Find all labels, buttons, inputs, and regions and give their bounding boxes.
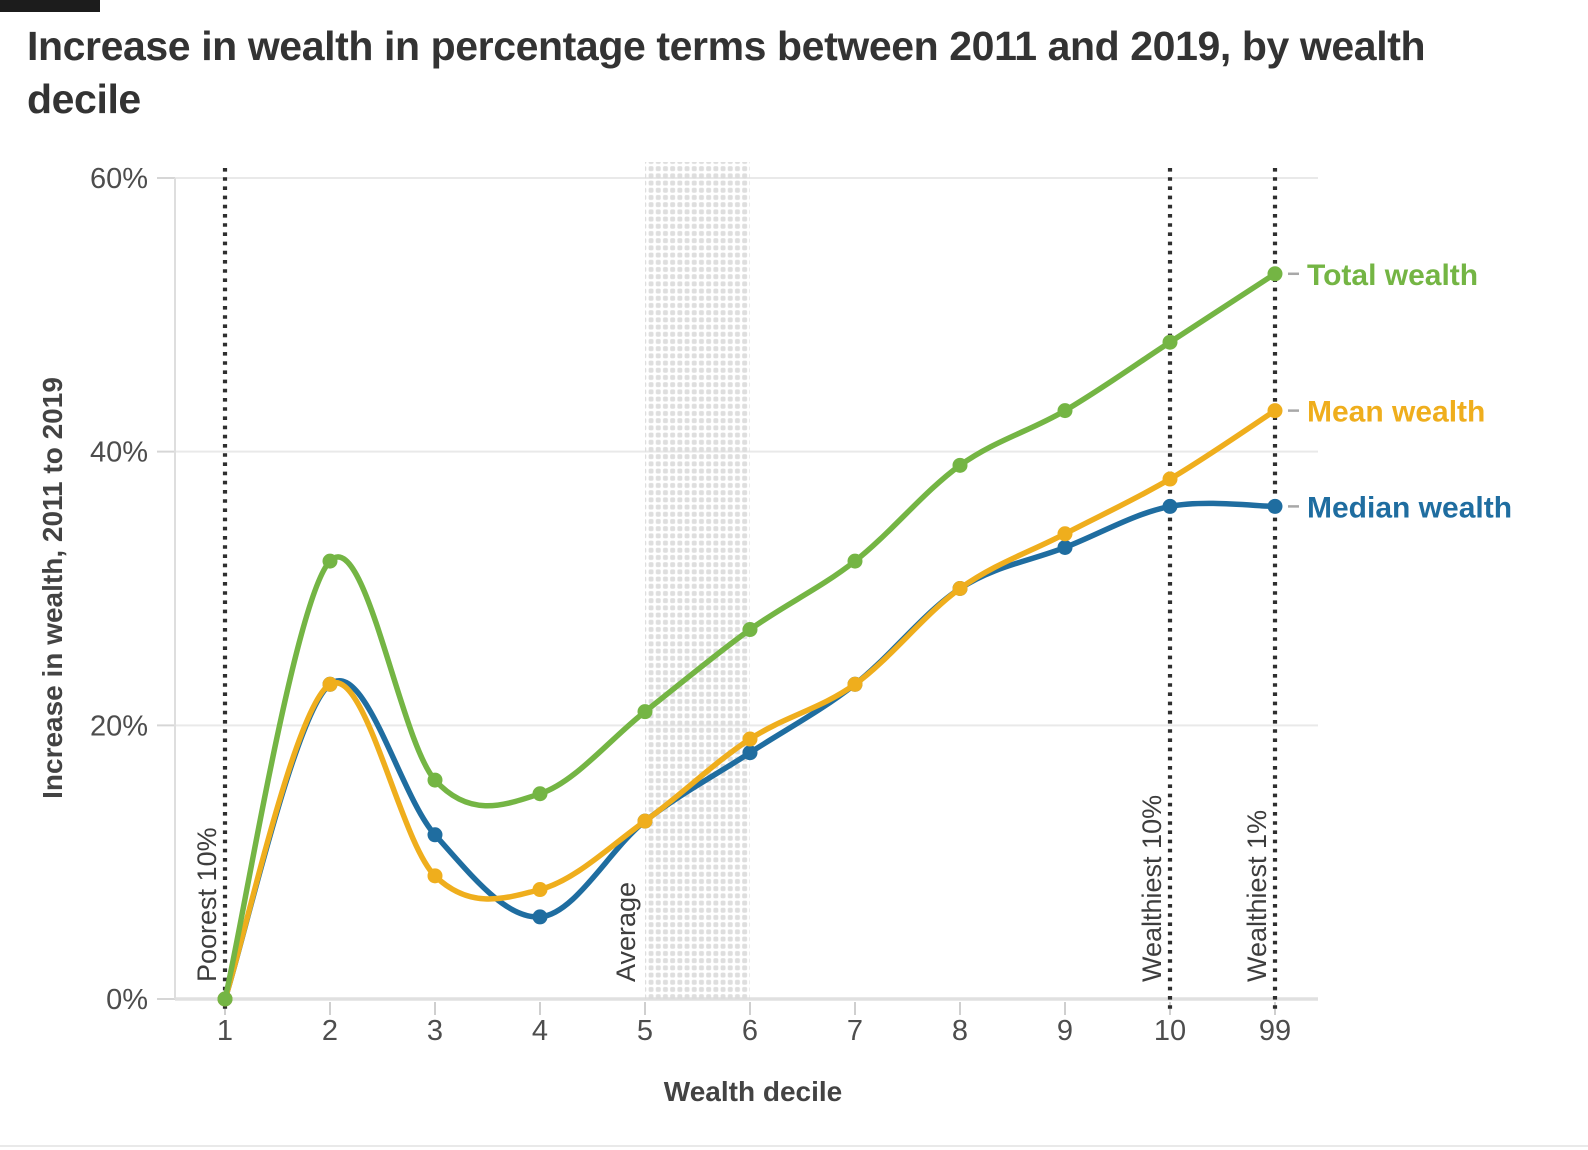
x-axis-title: Wealth decile xyxy=(664,1076,842,1107)
total-wealth-point-8 xyxy=(952,457,968,473)
mean-wealth-point-7 xyxy=(847,676,863,692)
total-wealth-point-7 xyxy=(847,553,863,569)
x-tick-label-6: 6 xyxy=(742,1015,758,1047)
mean-wealth-legend-label: Mean wealth xyxy=(1307,396,1485,429)
top-left-brand-strip xyxy=(0,0,100,12)
median-wealth-point-9 xyxy=(1057,539,1073,555)
total-wealth-point-3 xyxy=(427,772,443,788)
wealthiest-10-label: Wealthiest 10% xyxy=(1137,795,1167,982)
y-tick-label-60: 60% xyxy=(90,163,148,195)
median-wealth-point-6 xyxy=(742,745,758,761)
x-tick-label-1: 1 xyxy=(217,1015,233,1047)
wealthiest-1-label: Wealthiest 1% xyxy=(1242,810,1272,982)
total-wealth-point-6 xyxy=(742,622,758,638)
total-wealth-legend-label: Total wealth xyxy=(1307,259,1478,292)
x-tick-label-5: 5 xyxy=(637,1015,653,1047)
average-band xyxy=(645,162,750,999)
mean-wealth-point-5 xyxy=(637,813,653,829)
x-tick-label-99: 99 xyxy=(1259,1015,1291,1047)
total-wealth-point-10 xyxy=(1162,334,1178,350)
x-tick-label-2: 2 xyxy=(322,1015,338,1047)
x-tick-label-3: 3 xyxy=(427,1015,443,1047)
median-wealth-point-4 xyxy=(532,909,548,925)
median-wealth-point-10 xyxy=(1162,498,1178,514)
y-tick-label-0: 0% xyxy=(106,984,148,1016)
mean-wealth-point-3 xyxy=(427,868,443,884)
median-wealth-legend-label: Median wealth xyxy=(1307,491,1512,524)
total-wealth-series xyxy=(217,266,1283,1007)
x-tick-label-4: 4 xyxy=(532,1015,548,1047)
x-tick-label-7: 7 xyxy=(847,1015,863,1047)
mean-wealth-point-4 xyxy=(532,882,548,898)
mean-wealth-point-2 xyxy=(322,676,338,692)
total-wealth-point-1 xyxy=(217,991,233,1007)
mean-wealth-point-99 xyxy=(1267,403,1283,419)
median-wealth-point-3 xyxy=(427,827,443,843)
mean-wealth-point-10 xyxy=(1162,471,1178,487)
x-tick-label-8: 8 xyxy=(952,1015,968,1047)
total-wealth-point-99 xyxy=(1267,266,1283,282)
total-wealth-point-9 xyxy=(1057,403,1073,419)
total-wealth-point-4 xyxy=(532,786,548,802)
y-tick-label-20: 20% xyxy=(90,710,148,742)
x-tick-label-9: 9 xyxy=(1057,1015,1073,1047)
y-tick-label-40: 40% xyxy=(90,437,148,469)
y-axis-title: Increase in wealth, 2011 to 2019 xyxy=(37,377,68,799)
bottom-divider xyxy=(0,1145,1588,1147)
mean-wealth-point-6 xyxy=(742,731,758,747)
average-label: Average xyxy=(611,882,641,982)
chart-title: Increase in wealth in percentage terms b… xyxy=(27,23,1426,123)
x-tick-label-10: 10 xyxy=(1154,1015,1186,1047)
total-wealth-point-2 xyxy=(322,553,338,569)
mean-wealth-line xyxy=(222,407,1278,1002)
median-wealth-point-99 xyxy=(1267,498,1283,514)
mean-wealth-point-8 xyxy=(952,581,968,596)
mean-wealth-point-9 xyxy=(1057,526,1073,542)
total-wealth-point-5 xyxy=(637,704,653,720)
poorest-10-label: Poorest 10% xyxy=(192,827,222,982)
